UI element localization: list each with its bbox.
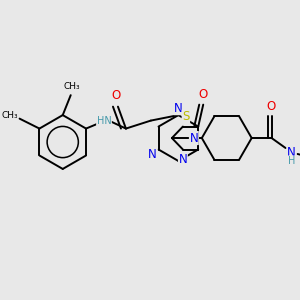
Text: O: O	[199, 88, 208, 101]
Text: HN: HN	[97, 116, 111, 126]
Text: CH₃: CH₃	[63, 82, 80, 91]
Text: S: S	[182, 110, 190, 123]
Text: N: N	[178, 153, 187, 166]
Text: N: N	[190, 131, 198, 145]
Text: H: H	[288, 156, 295, 166]
Text: N: N	[174, 102, 183, 115]
Text: CH₃: CH₃	[1, 111, 18, 120]
Text: O: O	[111, 89, 121, 102]
Text: N: N	[287, 146, 296, 160]
Text: N: N	[148, 148, 157, 161]
Text: O: O	[266, 100, 275, 112]
